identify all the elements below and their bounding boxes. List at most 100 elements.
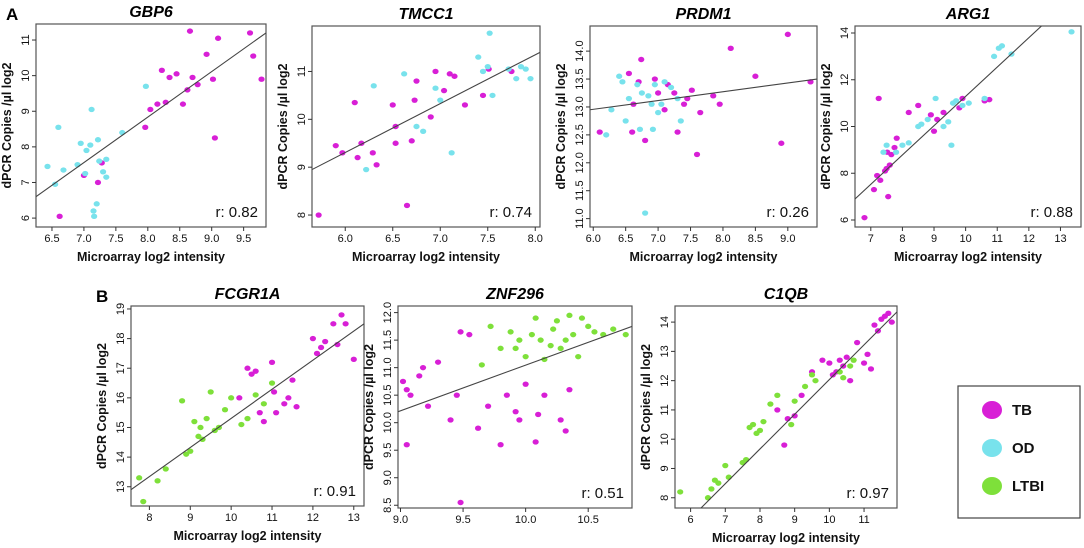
x-tick-label: 7.0	[650, 233, 665, 245]
point-tb	[270, 389, 278, 395]
point-tb	[56, 213, 63, 220]
point-tb	[416, 373, 423, 379]
point-tb	[317, 344, 325, 351]
correlation-label: r: 0.51	[581, 485, 624, 502]
x-tick-label: 9.0	[204, 233, 219, 245]
point-tb	[638, 56, 645, 63]
point-ltbi	[788, 421, 795, 428]
point-tb	[209, 76, 217, 82]
point-ltbi	[537, 337, 544, 343]
point-tb	[875, 95, 882, 102]
point-ltbi	[512, 345, 519, 352]
point-ltbi	[725, 474, 732, 480]
correlation-label: r: 0.26	[766, 204, 809, 221]
point-tb	[651, 76, 658, 82]
y-tick-label: 8.5	[382, 498, 394, 513]
point-tb	[535, 411, 542, 418]
point-ltbi	[562, 337, 569, 343]
point-od	[103, 174, 110, 180]
chart-fcgr1a: FCGR1A 8 9 10 11 12 13 13 14 15 16 17 18 19 Microarray…	[95, 286, 365, 543]
point-od	[420, 128, 427, 134]
correlation-label: r: 0.91	[313, 483, 356, 500]
point-ltbi	[516, 337, 523, 343]
x-tick-label: 10.0	[515, 514, 536, 526]
x-tick-label: 13	[348, 512, 360, 524]
point-ltbi	[749, 421, 757, 428]
point-tb	[888, 151, 895, 158]
point-od	[489, 92, 496, 99]
chart-prdm1: PRDM1 6.0 6.5 7.0 7.5 8.0 8.5 9.0 11.0 11.5 12.0 12…	[554, 6, 818, 264]
chart-title: C1QB	[764, 286, 808, 303]
point-od	[99, 169, 107, 175]
point-od	[648, 101, 655, 107]
y-axis-label: dPCR Copies /µl log2	[276, 63, 290, 189]
point-od	[953, 98, 960, 104]
y-tick-label: 9	[296, 164, 308, 170]
chart-gbp6: GBP6 6.5 7.0 7.5 8.0 8.5 9.0 9.5 6 7 8 9 10 11 Microar…	[0, 4, 267, 264]
point-tb	[289, 377, 296, 383]
point-ltbi	[847, 363, 854, 369]
legend-swatch-tb	[982, 401, 1002, 419]
point-od	[83, 147, 90, 154]
point-od	[645, 93, 652, 99]
point-od	[142, 83, 149, 90]
point-od	[448, 150, 455, 156]
x-tick-label: 11	[992, 233, 1003, 245]
point-tb	[843, 354, 850, 360]
x-tick-label: 8	[899, 233, 905, 245]
y-tick-label: 11.5	[382, 330, 394, 351]
point-od	[619, 79, 626, 85]
point-od	[90, 208, 97, 214]
point-tb	[986, 96, 993, 103]
point-od	[667, 84, 675, 91]
point-tb	[625, 70, 633, 77]
point-ltbi	[154, 478, 161, 484]
point-od	[603, 132, 610, 138]
x-tick-label: 8.5	[172, 233, 187, 245]
plot-area	[36, 28, 266, 220]
y-tick-label: 12.0	[382, 302, 394, 323]
point-tb	[930, 128, 938, 134]
x-tick-label: 8	[757, 514, 763, 526]
y-axis-label: dPCR Copies /µl log2	[362, 344, 376, 470]
point-ltbi	[591, 329, 598, 335]
point-ltbi	[522, 353, 529, 360]
point-tb	[411, 97, 418, 103]
point-tb	[403, 386, 410, 393]
point-od	[636, 126, 644, 132]
point-od	[625, 95, 633, 102]
point-od	[880, 149, 887, 155]
point-ltbi	[743, 456, 750, 463]
x-tick-label: 8.0	[140, 233, 155, 245]
point-tb	[541, 392, 548, 398]
x-tick-label: 13	[1054, 233, 1066, 245]
y-tick-label: 11.0	[574, 208, 586, 229]
point-ltbi	[722, 462, 729, 469]
point-tb	[826, 360, 833, 366]
x-tick-label: 10	[960, 233, 972, 245]
correlation-label: r: 0.88	[1030, 204, 1073, 221]
point-tb	[281, 401, 288, 407]
point-ltbi	[708, 486, 715, 492]
plot-area	[312, 30, 540, 218]
point-ltbi	[566, 312, 573, 319]
point-od	[484, 63, 491, 70]
point-ltbi	[162, 466, 169, 472]
y-tick-label: 10	[839, 120, 851, 132]
point-tb	[94, 179, 102, 186]
point-tb	[522, 381, 529, 387]
y-tick-label: 10	[20, 70, 32, 82]
fit-line	[855, 26, 1042, 200]
x-axis-label: Microarray log2 intensity	[174, 529, 322, 543]
x-axis-label: Microarray log2 intensity	[352, 250, 500, 264]
point-tb	[322, 338, 329, 345]
point-ltbi	[547, 342, 554, 349]
point-tb	[447, 417, 454, 423]
point-ltbi	[260, 401, 267, 407]
plot-area	[590, 31, 817, 216]
y-tick-label: 14.0	[574, 40, 586, 61]
point-tb	[313, 350, 321, 357]
y-tick-label: 12	[659, 375, 671, 387]
point-ltbi	[197, 424, 204, 431]
